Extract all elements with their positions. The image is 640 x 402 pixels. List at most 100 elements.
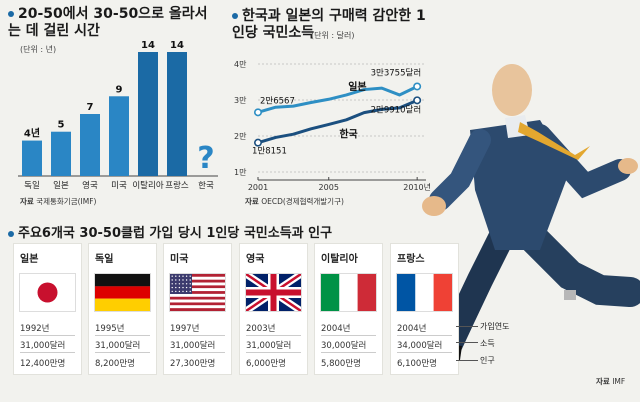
usa-flag-icon [170,274,225,311]
y-tick-label: 1만 [234,168,247,177]
title-bullet-icon [232,13,238,19]
row-divider [95,335,150,336]
line-chart-unit: (단위 : 달러) [311,31,355,40]
line-chart-source: 자료 OECD(경제협력개발기구) [245,196,344,207]
country-name: 영국 [246,254,265,265]
country-population: 8,200만명 [95,359,135,369]
country-name: 프랑스 [397,254,425,265]
country-population: 6,000만명 [246,359,286,369]
japan-end-label: 3만3755달러 [371,67,422,78]
series-point [253,138,262,147]
legend-income: 소득 [480,339,495,348]
series-point [253,108,262,117]
bar-source-text: 국제통화기금(IMF) [36,197,97,206]
japan-flag-icon [20,274,75,311]
row-legend-lines [456,320,478,380]
bar [138,52,158,176]
row-divider [246,335,301,336]
section3-source-label: 자료 [596,377,610,386]
country-year: 2004년 [321,324,351,334]
bar-category-label: 프랑스 [165,180,189,191]
country-name: 미국 [170,254,189,265]
line-chart: 1만 2만 3만 4만 2001 2005 2010년 2만6567 3만3755달러 1만815… [234,60,430,192]
row-divider [321,335,376,336]
germany-flag-icon [95,274,150,311]
country-card: 영국 2003년 31,000달러 6,000만명 [240,244,307,374]
bar-value-label: 7 [87,102,94,113]
bar-category-label: 미국 [111,181,127,191]
row-divider [95,352,150,353]
y-tick-label: 3만 [234,96,247,105]
bar-chart-unit: (단위 : 년) [20,45,57,54]
bar-value-label: 9 [116,84,123,95]
country-population: 12,400만명 [20,359,66,369]
country-income: 34,000달러 [397,341,443,351]
title-bullet-icon [8,230,14,237]
row-divider [20,352,75,353]
country-income: 31,000달러 [170,341,216,351]
legend-population: 인구 [480,356,495,365]
y-tick-label: 4만 [234,60,247,69]
korea-end-label: 2만9910달러 [371,104,422,115]
bar-value-label: 14 [141,40,155,51]
bar [80,114,100,176]
title-bullet-icon [8,11,14,17]
country-population: 5,800만명 [321,359,361,369]
bar-category-label: 영국 [82,180,98,191]
bar [51,131,71,176]
x-tick-label: 2005 [319,183,339,192]
bar [167,52,187,176]
japan-start-label: 2만6567 [260,96,295,106]
country-name: 일본 [20,254,39,265]
row-divider [246,352,301,353]
legend-year: 가입연도 [480,322,510,331]
france-flag-icon [397,274,452,311]
country-card: 독일 1995년 31,000달러 8,200만명 [89,244,156,374]
row-divider [321,352,376,353]
series-point [413,82,422,91]
bar-source-label: 자료 [20,197,34,206]
section3-title-text: 주요6개국 30-50클럽 가입 당시 1인당 국민소득과 인구 [18,226,333,241]
italy-flag-icon [321,274,376,311]
country-income: 31,000달러 [95,341,141,351]
country-card: 일본 1992년 31,000달러 12,400만명 [14,244,81,374]
line-chart-title: 한국과 일본의 구매력 감안한 1인당 국민소득 [232,8,432,42]
section3-source: 자료 IMF [596,376,625,387]
korea-start-label: 1만8151 [252,147,287,157]
line-source-text: OECD(경제협력개발기구) [261,197,344,206]
series-line-japan [257,85,418,114]
country-name: 이탈리아 [321,254,358,265]
row-divider [170,335,225,336]
country-population: 27,300만명 [170,359,216,369]
country-year: 1992년 [20,324,50,334]
country-card: 이탈리아 2004년 30,000달러 5,800만명 [315,244,382,374]
country-income: 31,000달러 [246,341,292,351]
unknown-value-marker: ? [197,141,214,176]
korea-series-label: 한국 [339,128,357,140]
series-point [413,96,422,105]
bar [22,140,42,176]
bar-category-label: 일본 [53,181,69,191]
bar-category-label: 독일 [24,181,40,191]
country-card: 미국 1997년 31,000달러 27,300만명 [164,244,231,374]
bar-chart-title: 20-50에서 30-50으로 올라서는 데 걸린 시간 [8,6,218,40]
bar-chart-title-text: 20-50에서 30-50으로 올라서는 데 걸린 시간 [8,6,208,39]
section3-title: 주요6개국 30-50클럽 가입 당시 1인당 국민소득과 인구 [8,225,332,242]
japan-series-label: 일본 [348,80,366,93]
series-line-korea [257,98,418,145]
bar-category-label: 한국 [198,181,214,191]
bar [109,96,129,176]
country-name: 독일 [95,254,114,265]
country-year: 2003년 [246,324,276,334]
bar-value-label: 5 [58,120,65,131]
section3-source-text: IMF [612,377,626,386]
row-divider [397,335,452,336]
line-source-label: 자료 [245,197,259,206]
line-chart-title-text: 한국과 일본의 구매력 감안한 1인당 국민소득 [232,8,426,41]
country-year: 2004년 [397,324,427,334]
country-population: 6,100만명 [397,359,437,369]
country-income: 30,000달러 [321,341,367,351]
uk-flag-icon [246,274,301,311]
row-divider [397,352,452,353]
